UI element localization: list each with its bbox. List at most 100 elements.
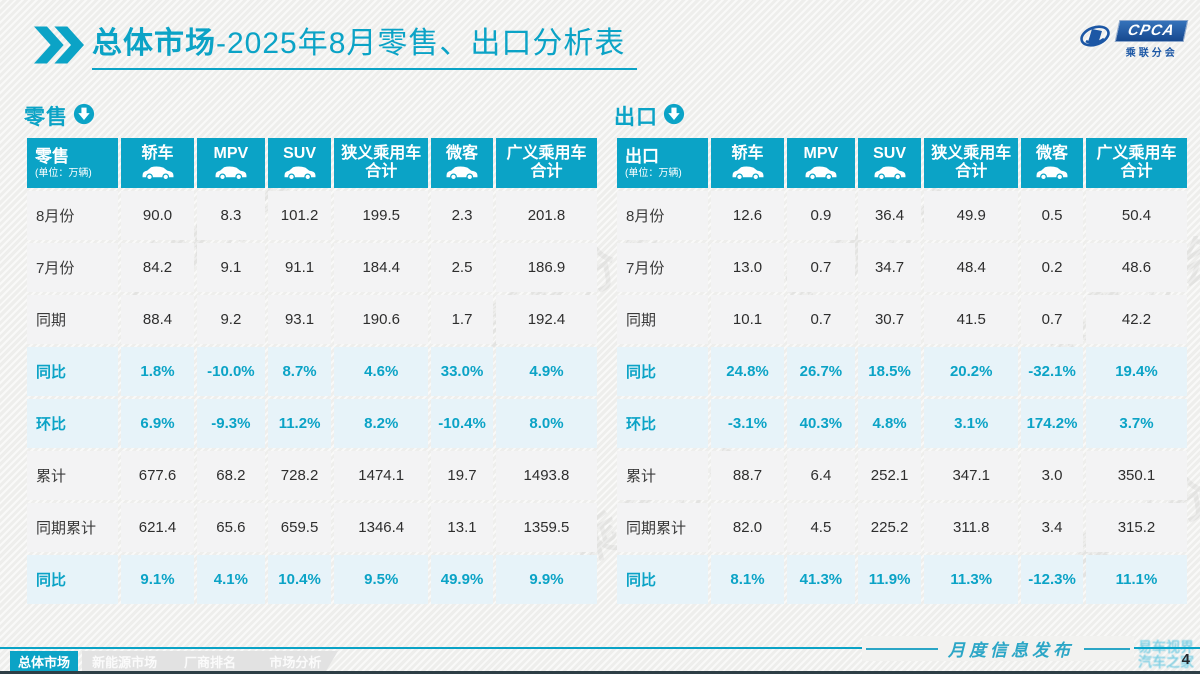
value-cell: 201.8 <box>495 191 597 240</box>
cpca-logo: CPCA 乘联分会 <box>1077 20 1189 59</box>
header: 总体市场-2025年8月零售、出口分析表 <box>34 24 638 70</box>
value-cell: 350.1 <box>1085 451 1187 500</box>
value-cell: 2.5 <box>431 243 493 292</box>
value-cell: 13.0 <box>711 243 784 292</box>
value-cell: 10.4% <box>267 555 332 604</box>
table-row: 环比 -3.1% 40.3% 4.8% 3.1% 174.2% 3.7% <box>617 399 1187 448</box>
column-label: 狭义乘用车 <box>931 144 1012 162</box>
header-row: 零售 (单位：万辆) 轿车 MPV SUV 狭义乘用车 合计 微客 广义乘用车 合计 <box>27 138 597 188</box>
value-cell: 3.0 <box>1021 451 1083 500</box>
retail-table: 零售 (单位：万辆) 轿车 MPV SUV 狭义乘用车 合计 微客 广义乘用车 合计 8月份 90.0… <box>24 135 600 607</box>
row-label: 累计 <box>617 451 709 500</box>
table-row: 同比 24.8% 26.7% 18.5% 20.2% -32.1% 19.4% <box>617 347 1187 396</box>
value-cell: 91.1 <box>267 243 332 292</box>
table-row: 同比 9.1% 4.1% 10.4% 9.5% 49.9% 9.9% <box>27 555 597 604</box>
column-label: 轿车 <box>731 145 764 163</box>
column-label: 广义乘用车 <box>1096 144 1177 162</box>
tab-overall-market[interactable]: 总体市场 <box>10 651 78 671</box>
column-header: 微客 <box>431 138 493 188</box>
value-cell: 49.9% <box>431 555 493 604</box>
column-header: MPV <box>196 138 265 188</box>
value-cell: 4.8% <box>857 399 922 448</box>
value-cell: 252.1 <box>857 451 922 500</box>
value-cell: 192.4 <box>495 295 597 344</box>
value-cell: 41.5 <box>924 295 1019 344</box>
value-cell: 659.5 <box>267 503 332 552</box>
tables-area: 零售 零售 (单位：万辆) 轿车 MPV SUV 狭义乘用车 合计 微客 广义乘用车 合计 8月份 9… <box>24 102 1190 607</box>
value-cell: 11.3% <box>924 555 1019 604</box>
mpv-icon <box>805 166 837 180</box>
cpca-logo-subtext: 乘联分会 <box>1125 48 1178 59</box>
row-label: 8月份 <box>617 191 709 240</box>
value-cell: 0.7 <box>786 295 855 344</box>
value-cell: 90.0 <box>121 191 194 240</box>
column-label: MPV <box>213 145 249 163</box>
column-label: 广义乘用车 <box>506 144 587 162</box>
row-label: 同比 <box>617 555 709 604</box>
table-row: 同期 10.1 0.7 30.7 41.5 0.7 42.2 <box>617 295 1187 344</box>
value-cell: 9.5% <box>334 555 429 604</box>
value-cell: 2.3 <box>431 191 493 240</box>
tab-nev-market[interactable]: 新能源市场 <box>92 654 158 670</box>
row-label: 同比 <box>617 347 709 396</box>
inactive-tabs-strip: 新能源市场 厂商排名 市场分析 <box>82 651 338 671</box>
page-title-strong: 总体市场 <box>92 27 216 60</box>
column-header: 轿车 <box>711 138 784 188</box>
value-cell: 9.2 <box>196 295 265 344</box>
value-cell: 190.6 <box>334 295 429 344</box>
value-cell: 9.1% <box>121 555 194 604</box>
value-cell: 11.9% <box>857 555 922 604</box>
value-cell: 315.2 <box>1085 503 1187 552</box>
tab-manufacturer-ranking[interactable]: 厂商排名 <box>183 654 236 670</box>
value-cell: 1346.4 <box>334 503 429 552</box>
value-cell: 41.3% <box>786 555 855 604</box>
value-cell: 4.1% <box>196 555 265 604</box>
value-cell: 1.7 <box>431 295 493 344</box>
footer-rule <box>0 647 1200 649</box>
column-header: 广义乘用车 合计 <box>495 138 597 188</box>
row-label: 同期累计 <box>27 503 119 552</box>
value-cell: 728.2 <box>267 451 332 500</box>
value-cell: 101.2 <box>267 191 332 240</box>
table-row: 8月份 12.6 0.9 36.4 49.9 0.5 50.4 <box>617 191 1187 240</box>
value-cell: 12.6 <box>711 191 784 240</box>
value-cell: 33.0% <box>431 347 493 396</box>
value-cell: 6.9% <box>121 399 194 448</box>
bottom-tabs: 总体市场 新能源市场 厂商排名 市场分析 <box>0 651 1200 671</box>
column-header: MPV <box>786 138 855 188</box>
value-cell: 34.7 <box>857 243 922 292</box>
value-cell: 42.2 <box>1085 295 1187 344</box>
value-cell: 48.4 <box>924 243 1019 292</box>
row-label: 累计 <box>27 451 119 500</box>
row-label: 环比 <box>27 399 119 448</box>
value-cell: 4.9% <box>495 347 597 396</box>
value-cell: 48.6 <box>1085 243 1187 292</box>
value-cell: 8.1% <box>711 555 784 604</box>
mpv-icon <box>215 166 247 180</box>
value-cell: 19.4% <box>1085 347 1187 396</box>
circle-down-arrow-icon <box>663 103 685 130</box>
corner-unit: (单位：万辆) <box>35 167 92 179</box>
row-label: 同期 <box>617 295 709 344</box>
tab-market-analysis[interactable]: 市场分析 <box>269 654 322 670</box>
row-label: 8月份 <box>27 191 119 240</box>
column-label: 轿车 <box>141 145 174 163</box>
value-cell: 1474.1 <box>334 451 429 500</box>
value-cell: 8.7% <box>267 347 332 396</box>
column-header: 轿车 <box>121 138 194 188</box>
value-cell: 1.8% <box>121 347 194 396</box>
table-row: 同期累计 82.0 4.5 225.2 311.8 3.4 315.2 <box>617 503 1187 552</box>
value-cell: 311.8 <box>924 503 1019 552</box>
suv-icon <box>284 166 316 180</box>
value-cell: 0.7 <box>1021 295 1083 344</box>
value-cell: 347.1 <box>924 451 1019 500</box>
row-label: 同期累计 <box>617 503 709 552</box>
row-label: 7月份 <box>617 243 709 292</box>
column-label: 狭义乘用车 <box>341 144 422 162</box>
column-header: 广义乘用车 合计 <box>1085 138 1187 188</box>
sedan-icon <box>142 166 173 180</box>
value-cell: 36.4 <box>857 191 922 240</box>
column-sublabel: 合计 <box>530 163 563 180</box>
value-cell: -12.3% <box>1021 555 1083 604</box>
suv-icon <box>874 166 906 180</box>
